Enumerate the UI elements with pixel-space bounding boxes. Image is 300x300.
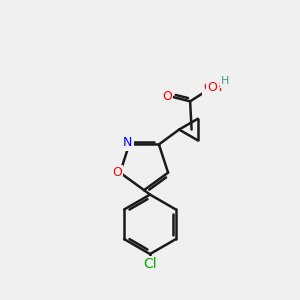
Text: O: O bbox=[162, 90, 172, 104]
Text: OH: OH bbox=[203, 81, 223, 94]
Text: N: N bbox=[123, 136, 132, 149]
Text: Cl: Cl bbox=[143, 257, 157, 272]
Text: O: O bbox=[112, 166, 122, 179]
Text: H: H bbox=[221, 76, 229, 86]
Text: O: O bbox=[208, 81, 217, 94]
